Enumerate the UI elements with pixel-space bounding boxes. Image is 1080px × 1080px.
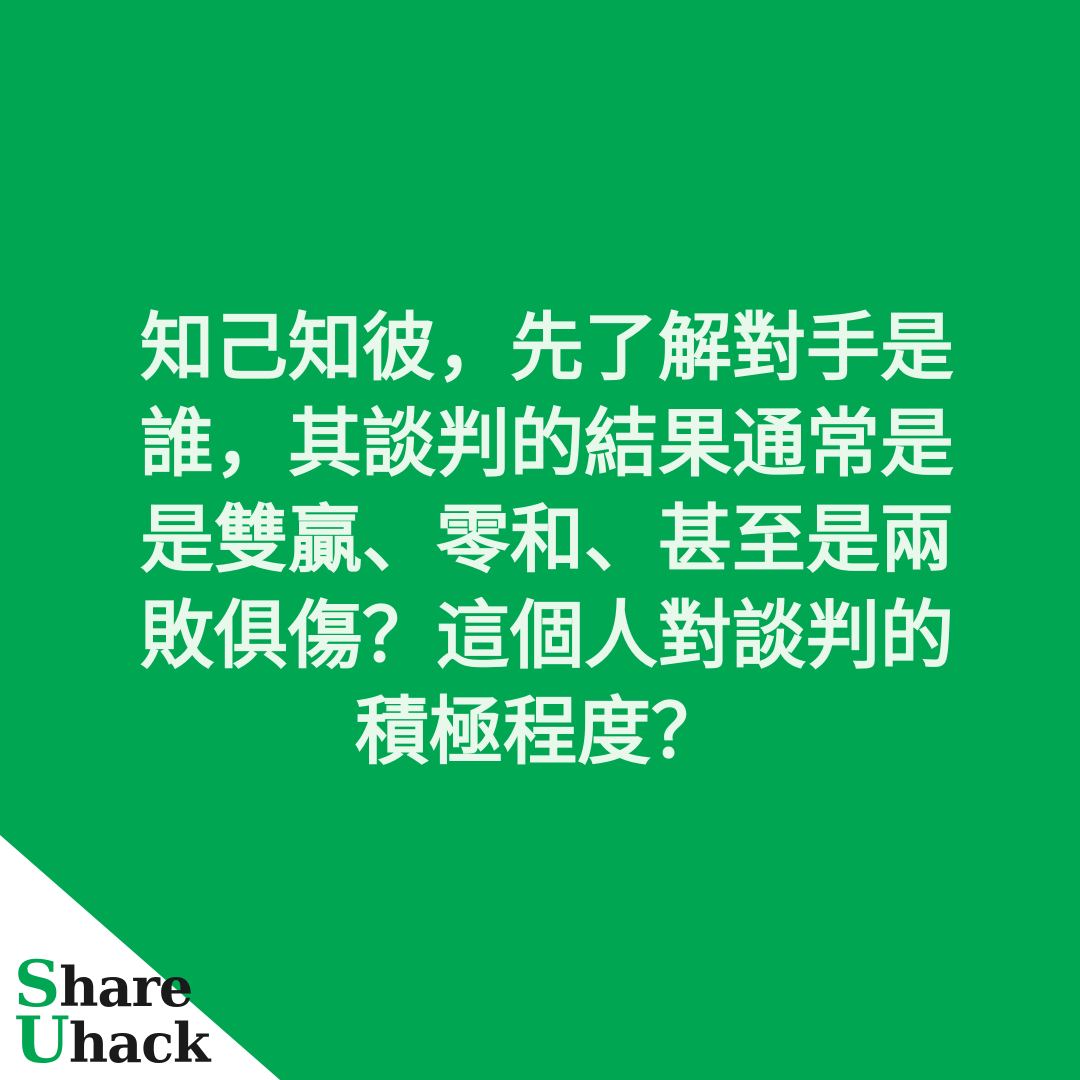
quote-line-3: 是雙贏、零和、甚至是兩 — [140, 497, 954, 583]
logo-corner-triangle — [0, 835, 280, 1080]
logo-rest-hack: hack — [68, 1011, 211, 1075]
quote-line-4: 敗俱傷？這個人對談判的 — [140, 593, 954, 679]
quote-text: 知己知彼，先了解對手是 誰，其談判的結果通常是 是雙贏、零和、甚至是兩 敗俱傷？… — [140, 300, 954, 780]
shareuhack-logo: Share Uhack — [14, 952, 210, 1073]
logo-word-share: Share — [14, 947, 193, 1022]
quote-line-1: 知己知彼，先了解對手是 — [140, 305, 954, 391]
logo-cap-u: U — [14, 1003, 70, 1078]
logo-cap-s: S — [14, 947, 60, 1022]
logo-rest-hare: hare — [59, 955, 193, 1019]
quote-line-2: 誰，其談判的結果通常是 — [140, 401, 954, 487]
quote-line-5: 積極程度？ — [355, 689, 725, 775]
logo-word-uhack: Uhack — [14, 1003, 210, 1078]
